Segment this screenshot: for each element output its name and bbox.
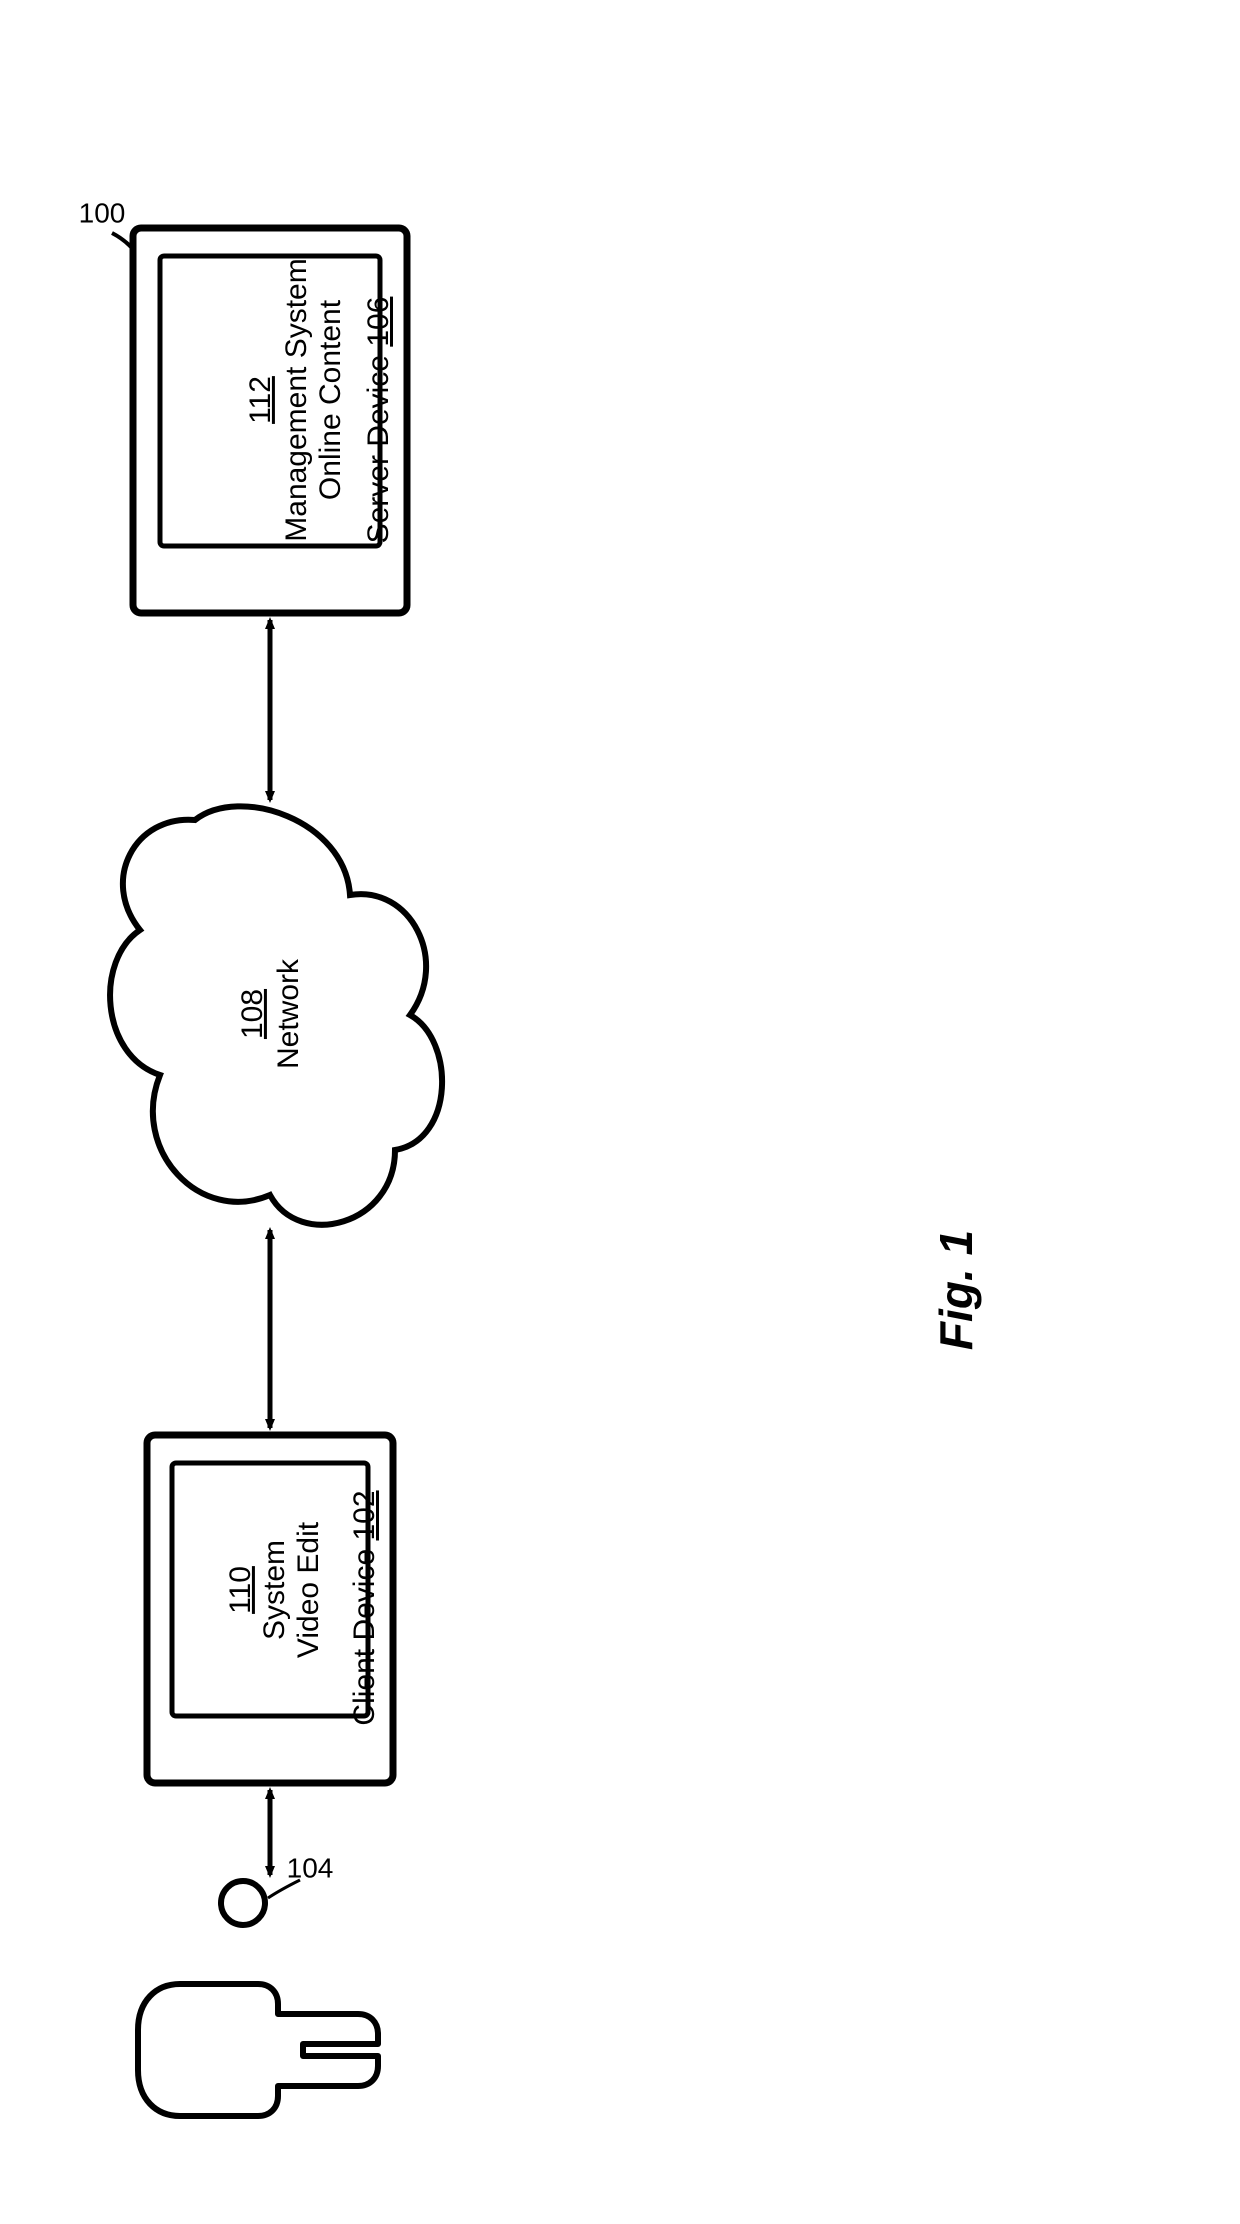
network-ref: 108: [236, 989, 269, 1039]
client-inner-ref: 110: [224, 1566, 257, 1614]
client-device-box: Client Device 102 Video Edit System 110: [147, 1435, 393, 1783]
user-ref-leader-icon: [268, 1880, 300, 1898]
network-label: Network: [272, 958, 305, 1069]
system-diagram: 100 Server Device 106 Online Content Man…: [0, 0, 1240, 2224]
client-title-label: Client Device 102: [348, 1490, 381, 1725]
user-ref-number: 104: [287, 1852, 334, 1883]
server-inner-label-line2: Management System: [280, 258, 313, 541]
user-head-icon: [221, 1881, 265, 1925]
server-inner-label-line1: Online Content: [314, 299, 347, 500]
user-body-icon: [138, 1984, 378, 2116]
server-inner-ref: 112: [244, 376, 277, 424]
server-title-label: Server Device 106: [362, 297, 395, 544]
server-device-box: Server Device 106 Online Content Managem…: [133, 228, 407, 613]
figure-ref-number: 100: [79, 197, 126, 228]
network-cloud: Network 108: [110, 806, 442, 1224]
user-icon: [138, 1881, 378, 2116]
client-inner-label-line1: Video Edit: [292, 1521, 325, 1658]
figure-label: Fig. 1: [930, 1230, 982, 1350]
client-inner-label-line2: System: [258, 1540, 291, 1640]
